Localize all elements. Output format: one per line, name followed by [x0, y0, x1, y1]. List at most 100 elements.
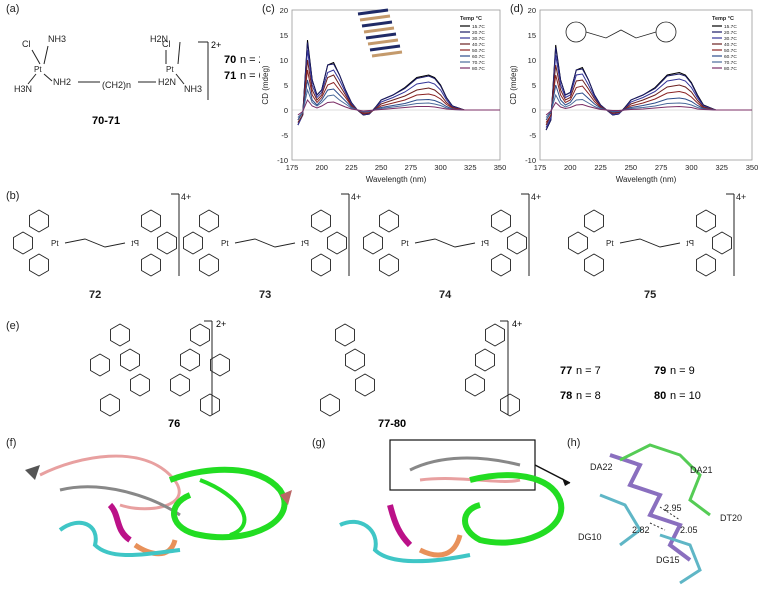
y-tick-label: 20: [528, 6, 536, 15]
legend-entry: 15.7C: [724, 24, 737, 30]
pyridine-ring: [696, 253, 716, 277]
mirrored-terpyridine: Pt: [686, 209, 732, 277]
compound-label-73: 73: [259, 289, 271, 301]
atom-h3n-1: H3N: [14, 84, 32, 94]
variant-78-text: n = 8: [576, 390, 601, 402]
pyridine-ring: [379, 209, 399, 233]
compound-75-structure: Pt Pt 75 4+: [568, 192, 746, 301]
x-tick-label: 300: [434, 163, 447, 172]
legend-entry: 30.7C: [472, 36, 485, 42]
phenanthroline-ring: [180, 348, 200, 372]
mirrored-terpyridine: Pt: [481, 209, 527, 277]
series-line: [545, 54, 752, 128]
distance-label-1: 2.95: [664, 503, 682, 513]
residue-label-dg15: DG15: [656, 555, 680, 565]
variant-70-id: 70: [224, 54, 236, 66]
variant-71-text: n = 6: [240, 70, 260, 82]
y-tick-label: -5: [281, 131, 288, 140]
atom-nh3-2: NH3: [184, 84, 202, 94]
atom-pt-1: Pt: [34, 65, 42, 74]
x-tick-label: 350: [746, 163, 759, 172]
bridging-linker: [64, 238, 126, 248]
x-tick-label: 300: [685, 163, 698, 172]
legend-entry: 20.7C: [724, 30, 737, 36]
pyridine-ring: [199, 253, 219, 277]
pt-atom-label: Pt: [481, 239, 489, 248]
atom-pt-2: Pt: [166, 65, 174, 74]
x-tick-label: 250: [375, 163, 388, 172]
legend-entry: 50.7C: [472, 48, 485, 54]
phenanthroline-ring: [500, 393, 520, 417]
pt-atom-label: Pt: [131, 239, 139, 248]
x-tick-label: 175: [286, 163, 299, 172]
phenanthroline-ring: [110, 323, 130, 347]
panel-label-d: (d): [510, 3, 524, 15]
legend-entry: 80.7C: [472, 66, 485, 72]
variant-79-text: n = 9: [670, 365, 695, 377]
dna-strand-segment: [367, 38, 399, 46]
variant-70-text: n = 2: [240, 54, 260, 66]
variant-77-text: n = 7: [576, 365, 601, 377]
phenanthroline-ring: [345, 348, 365, 372]
series-line: [545, 74, 752, 123]
pyridine-ring: [491, 253, 511, 277]
phenanthroline-ring: [130, 373, 150, 397]
legend-entry: 70.7C: [724, 60, 737, 66]
phenanthroline-ring: [100, 393, 120, 417]
legend-entry: 30.7C: [724, 36, 737, 42]
phenanthroline-ring: [90, 353, 110, 377]
charge-72: 4+: [181, 192, 191, 202]
residue-label-da22: DA22: [590, 462, 613, 472]
charge-73: 4+: [351, 192, 361, 202]
residue-label-dt20: DT20: [720, 513, 742, 523]
mirrored-terpyridine: Pt: [131, 209, 177, 277]
legend-entry: 50.7C: [724, 48, 737, 54]
pt-atom-label: Pt: [401, 239, 409, 248]
plot-frame: [539, 9, 753, 161]
series-line: [545, 84, 752, 121]
pyridine-ring: [311, 253, 331, 277]
atom-h2n-3: H2N: [150, 34, 168, 44]
distance-label-2: 2.82: [632, 525, 650, 535]
dna-strand-segment: [357, 8, 389, 16]
x-tick-label: 225: [594, 163, 607, 172]
atom-nh2-1: NH2: [53, 77, 71, 87]
y-tick-label: 10: [280, 56, 288, 65]
phenanthroline-ring: [335, 323, 355, 347]
legend-entry: 80.7C: [724, 66, 737, 72]
cd-spectrum-chart-c: -10 -5 0 5 10 15 20 175 200 225 250 275 300 325 350 Wav…: [261, 6, 507, 184]
series-line: [297, 69, 500, 121]
phenanthroline-ring: [200, 393, 220, 417]
variant-80-id: 80: [654, 390, 666, 402]
charge-74: 4+: [531, 192, 541, 202]
charge-75: 4+: [736, 192, 746, 202]
legend-entry: 40.7C: [724, 42, 737, 48]
mirrored-terpyridine: Pt: [301, 209, 347, 277]
pyridine-ring: [157, 231, 177, 255]
phenanthroline-ring: [475, 348, 495, 372]
y-tick-label: -5: [529, 131, 536, 140]
y-axis-label: CD (mdeg): [509, 65, 518, 104]
x-tick-label: 175: [534, 163, 547, 172]
series-line: [297, 88, 500, 118]
pyridine-ring: [491, 209, 511, 233]
dna-strand-segment: [369, 44, 401, 52]
variant-78-id: 78: [560, 390, 572, 402]
pyridine-ring: [379, 253, 399, 277]
legend-entry: 60.7C: [472, 54, 485, 60]
series-line: [297, 42, 500, 126]
pyridine-ring: [327, 231, 347, 255]
x-tick-label: 325: [715, 163, 728, 172]
x-tick-label: 200: [564, 163, 577, 172]
molecule-inset-image: [565, 21, 677, 43]
phenanthroline-ring: [210, 353, 230, 377]
panel-label-b: (b): [6, 190, 20, 202]
bridging-linker: [234, 238, 296, 248]
base-stacking-model-h: [599, 443, 711, 585]
series-line: [297, 99, 500, 116]
series-line: [545, 101, 752, 116]
panel-label-h: (h): [567, 437, 581, 449]
x-tick-label: 350: [494, 163, 507, 172]
pyridine-ring: [712, 231, 732, 255]
compounds-72-75-structures: Pt Pt 72 4+ Pt Pt 73 4+ Pt Pt 74 4+ Pt Pt 75 4+: [13, 192, 746, 301]
